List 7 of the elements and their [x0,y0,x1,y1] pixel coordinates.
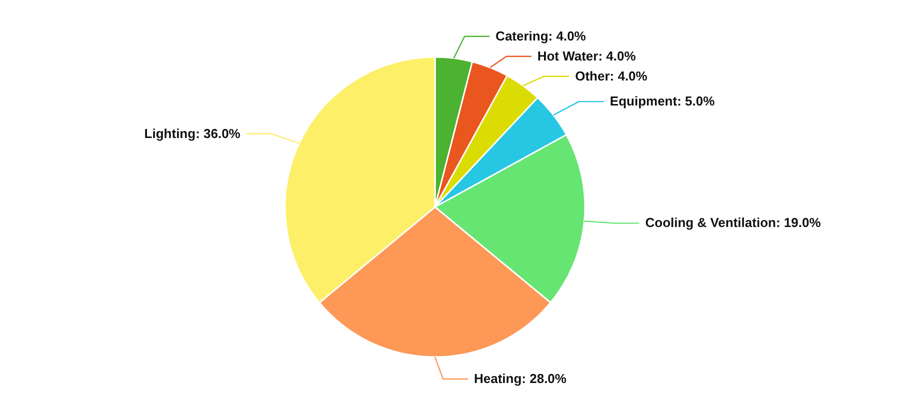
slice-label: Heating: 28.0% [474,371,567,386]
slice-label: Catering: 4.0% [496,28,586,44]
slice-label: Other: 4.0% [575,68,648,84]
slice-label: Cooling & Ventilation: 19.0% [645,215,822,230]
slice-label: Lighting: 36.0% [144,126,241,141]
slice-label: Hot Water: 4.0% [537,48,636,64]
slice-label: Equipment: 5.0% [610,94,716,109]
